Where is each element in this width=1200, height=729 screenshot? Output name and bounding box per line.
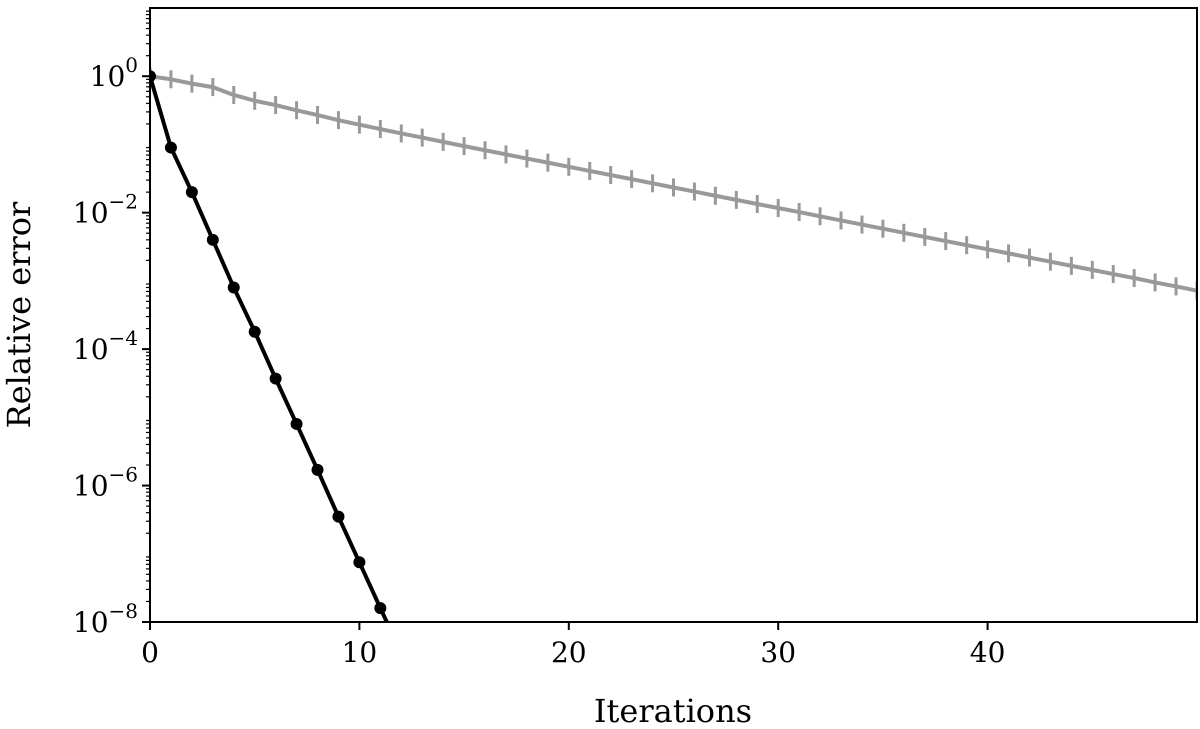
data-point: [150, 70, 156, 83]
data-point: [395, 647, 407, 659]
data-point: [185, 186, 198, 199]
data-point: [164, 141, 177, 154]
data-point: [206, 233, 219, 246]
data-point: [353, 556, 366, 569]
x-axis-label: Iterations: [594, 692, 752, 729]
y-axis: 10−8 10−6 10−4 10−2 100: [73, 53, 150, 639]
y-tick-label: 10−6: [73, 463, 138, 503]
y-axis-label: Relative error: [0, 201, 38, 428]
y-tick-label: 10−2: [73, 190, 138, 230]
plot-frame: [149, 7, 1198, 623]
data-point: [374, 602, 387, 615]
x-tick-label: 30: [760, 636, 796, 669]
x-tick-label: 10: [342, 636, 378, 669]
data-point: [227, 281, 240, 294]
data-point: [290, 417, 303, 430]
series-layer: [150, 67, 1197, 659]
x-tick-label: 40: [970, 636, 1006, 669]
y-tick-label: 10−4: [73, 326, 138, 366]
data-point: [248, 325, 261, 338]
y-minor-ticks: [146, 10, 150, 603]
data-point: [269, 372, 282, 385]
x-tick-label: 20: [551, 636, 587, 669]
x-tick-label: 0: [141, 636, 159, 669]
series-1: [150, 70, 407, 659]
y-tick-label: 100: [90, 53, 138, 93]
series-0: [150, 67, 1197, 300]
data-point: [332, 510, 345, 523]
data-point: [311, 463, 324, 476]
y-tick-label: 10−8: [73, 599, 138, 639]
x-axis: 0 10 20 30 40: [141, 622, 1005, 669]
